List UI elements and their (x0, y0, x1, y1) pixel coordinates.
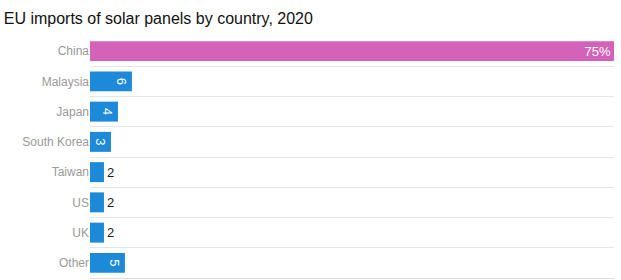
svg-text:2: 2 (107, 165, 114, 180)
svg-text:South Korea: South Korea (22, 135, 89, 149)
svg-text:3: 3 (93, 138, 108, 145)
svg-text:75%: 75% (585, 44, 611, 59)
svg-text:4: 4 (100, 108, 115, 115)
svg-text:Other: Other (59, 256, 89, 270)
svg-text:2: 2 (107, 225, 114, 240)
svg-text:EU imports of solar panels by: EU imports of solar panels by country, 2… (4, 10, 313, 27)
svg-text:US: US (72, 196, 89, 210)
svg-text:6: 6 (114, 78, 129, 85)
svg-text:Taiwan: Taiwan (52, 165, 89, 179)
svg-text:China: China (58, 44, 90, 58)
svg-text:Japan: Japan (56, 105, 89, 119)
svg-text:2: 2 (107, 195, 114, 210)
svg-text:Malaysia: Malaysia (42, 75, 90, 89)
svg-text:5: 5 (107, 259, 122, 266)
svg-text:UK: UK (72, 226, 89, 240)
